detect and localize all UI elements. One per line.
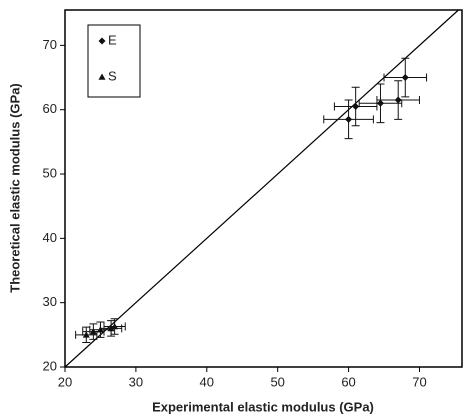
point — [352, 102, 360, 110]
plot-frame — [64, 9, 463, 368]
x-axis-label: Experimental elastic modulus (GPa) — [152, 399, 374, 414]
point — [111, 322, 119, 330]
legend-box — [87, 24, 141, 98]
x-tick-label: 20 — [58, 374, 72, 389]
y-tick-label: 20 — [43, 358, 57, 373]
x-tick-label: 60 — [341, 374, 355, 389]
legend-label: E — [108, 32, 117, 47]
y-axis-label: Theoretical elastic modulus (GPa) — [7, 83, 22, 293]
y-tick-label: 70 — [43, 37, 57, 52]
y-tick-label: 50 — [43, 165, 57, 180]
legend-marker — [98, 37, 106, 45]
x-tick-label: 70 — [412, 374, 426, 389]
y-tick-label: 30 — [43, 294, 57, 309]
y-tick-label: 40 — [43, 230, 57, 245]
x-tick-label: 50 — [270, 374, 284, 389]
point — [376, 99, 384, 107]
x-tick-label: 40 — [200, 374, 214, 389]
point — [394, 96, 402, 104]
legend-marker — [98, 73, 106, 80]
point — [345, 115, 353, 123]
x-tick-label: 30 — [129, 374, 143, 389]
diagonal-line — [64, 9, 459, 368]
legend-label: S — [108, 68, 117, 83]
y-tick-label: 60 — [43, 101, 57, 116]
point — [82, 331, 90, 338]
point — [107, 324, 115, 332]
point — [401, 74, 409, 82]
point — [89, 328, 97, 335]
